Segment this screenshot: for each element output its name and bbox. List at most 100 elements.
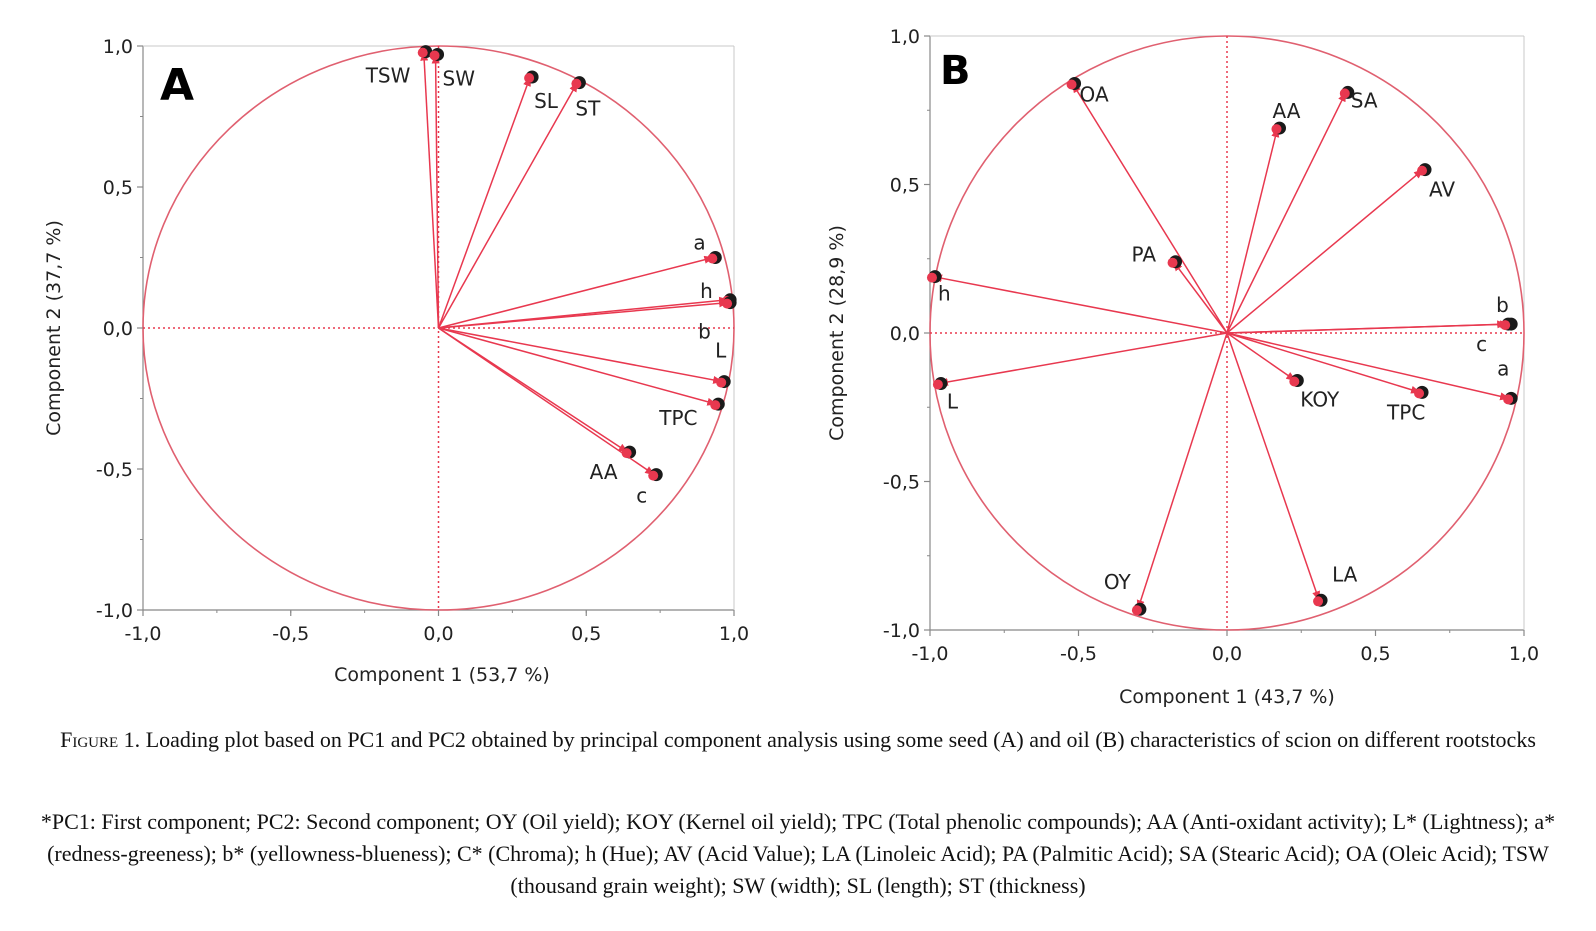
point-label: KOY bbox=[1300, 388, 1340, 412]
point-label: TSW bbox=[365, 64, 411, 88]
loading-point-highlight bbox=[1500, 320, 1511, 331]
loading-point-highlight bbox=[1167, 257, 1178, 268]
loading-vector bbox=[438, 327, 724, 384]
loading-vector bbox=[438, 327, 656, 476]
loading-vector bbox=[1136, 332, 1228, 611]
loading-vector bbox=[438, 255, 715, 329]
point-label: h bbox=[700, 279, 713, 303]
x-axis-title: Component 1 (43,7 %) bbox=[1119, 686, 1335, 708]
loading-vector bbox=[1226, 91, 1347, 334]
y-tick-label: 1,0 bbox=[103, 36, 133, 58]
panel-letter-a: A bbox=[160, 60, 194, 111]
loading-point-highlight bbox=[1289, 376, 1300, 387]
y-tick-label: -1,0 bbox=[883, 620, 920, 642]
point-label: L bbox=[715, 339, 727, 363]
point-label: SA bbox=[1351, 88, 1378, 112]
y-axis-title: Component 2 (28,9 %) bbox=[826, 225, 848, 441]
loading-plot-a: A -1,0 -0,5 0,0 0,5 1,0 1,0 0,5 0,0 -0,5 -1,0 Comp… bbox=[43, 36, 749, 686]
loading-point-highlight bbox=[1417, 165, 1428, 176]
loading-point-highlight bbox=[707, 253, 718, 264]
figure-note: *PC1: First component; PC2: Second compo… bbox=[40, 809, 1556, 898]
point-label: L bbox=[947, 389, 959, 413]
loading-point-highlight bbox=[932, 379, 943, 390]
loading-point-highlight bbox=[1131, 605, 1142, 616]
loading-vector bbox=[931, 274, 1228, 334]
x-tick-label: 1,0 bbox=[1509, 643, 1539, 665]
x-tick-label: 0,5 bbox=[571, 623, 601, 645]
y-tick-label: -0,5 bbox=[883, 472, 920, 494]
x-tick-label: 1,0 bbox=[719, 623, 749, 645]
point-label: SL bbox=[534, 89, 559, 113]
point-label: PA bbox=[1132, 243, 1157, 267]
loading-point-highlight bbox=[417, 47, 428, 58]
loading-point-highlight bbox=[571, 78, 582, 89]
loading-point-highlight bbox=[1066, 79, 1077, 90]
y-tick-label: 1,0 bbox=[890, 26, 920, 48]
loading-vector bbox=[1226, 332, 1511, 401]
x-tick-label: 0,5 bbox=[1360, 643, 1390, 665]
loading-vector bbox=[1071, 82, 1228, 334]
point-label: b bbox=[698, 320, 711, 344]
loading-vector bbox=[1226, 332, 1320, 602]
point-label: c bbox=[1476, 332, 1487, 356]
loading-point-highlight bbox=[429, 50, 440, 61]
figure-label: Figure 1. bbox=[60, 727, 141, 752]
loading-vector bbox=[937, 332, 1228, 386]
loading-vector bbox=[437, 81, 579, 329]
y-tick-label: 0,5 bbox=[103, 177, 133, 199]
loading-vector bbox=[437, 76, 531, 329]
point-label: a bbox=[693, 231, 705, 255]
loading-point-highlight bbox=[722, 298, 733, 309]
panel-letter-b: B bbox=[940, 48, 971, 94]
loading-point-highlight bbox=[1414, 388, 1425, 399]
loading-vector bbox=[1172, 260, 1228, 334]
x-tick-label: 0,0 bbox=[423, 623, 453, 645]
y-tick-label: 0,0 bbox=[890, 323, 920, 345]
x-tick-label: -1,0 bbox=[911, 643, 948, 665]
loading-point-highlight bbox=[716, 377, 727, 388]
loading-point-highlight bbox=[710, 400, 721, 411]
point-label: TPC bbox=[658, 406, 697, 430]
loading-point-highlight bbox=[524, 73, 535, 84]
loading-vector bbox=[1226, 332, 1297, 382]
point-label: SW bbox=[443, 66, 476, 90]
point-label: OY bbox=[1104, 570, 1132, 594]
figure-caption: Figure 1. Loading plot based on PC1 and … bbox=[30, 724, 1566, 756]
loading-vector bbox=[420, 50, 440, 329]
loading-point-highlight bbox=[1503, 394, 1514, 405]
loading-point-highlight bbox=[1313, 596, 1324, 607]
x-tick-label: -0,5 bbox=[1060, 643, 1097, 665]
point-label: OA bbox=[1080, 83, 1109, 107]
loading-vector bbox=[431, 53, 440, 329]
x-tick-label: -1,0 bbox=[124, 623, 161, 645]
loading-point-highlight bbox=[648, 470, 659, 481]
y-tick-label: -1,0 bbox=[96, 600, 133, 622]
point-label: AV bbox=[1429, 178, 1455, 202]
y-tick-label: -0,5 bbox=[96, 459, 133, 481]
x-tick-label: -0,5 bbox=[272, 623, 309, 645]
loading-point-highlight bbox=[621, 448, 632, 459]
point-label: AA bbox=[1272, 99, 1300, 123]
point-label: c bbox=[636, 484, 647, 508]
loading-point-highlight bbox=[1339, 88, 1350, 99]
loading-vector bbox=[1226, 320, 1508, 334]
loading-vector bbox=[1226, 127, 1280, 334]
loading-vector bbox=[438, 327, 718, 406]
loading-vector bbox=[1226, 332, 1422, 394]
loading-vector bbox=[438, 299, 730, 329]
y-tick-label: 0,0 bbox=[103, 318, 133, 340]
point-label: LA bbox=[1332, 562, 1358, 586]
x-axis-title: Component 1 (53,7 %) bbox=[334, 664, 550, 686]
point-label: h bbox=[938, 282, 951, 306]
loading-vector bbox=[1226, 169, 1424, 334]
point-label: ST bbox=[575, 97, 601, 121]
loading-point-highlight bbox=[926, 272, 937, 283]
x-tick-label: 0,0 bbox=[1212, 643, 1242, 665]
loading-plot-b: B -1,0 -0,5 0,0 0,5 1,0 1,0 0,5 0,0 -0,5 -1,0 Comp… bbox=[826, 26, 1539, 708]
y-axis-title: Component 2 (37,7 %) bbox=[43, 220, 65, 436]
point-label: AA bbox=[590, 460, 618, 484]
y-tick-label: 0,5 bbox=[890, 175, 920, 197]
figure-caption-text: Loading plot based on PC1 and PC2 obtain… bbox=[145, 727, 1536, 752]
point-label: TPC bbox=[1386, 400, 1425, 424]
point-label: a bbox=[1497, 356, 1509, 380]
